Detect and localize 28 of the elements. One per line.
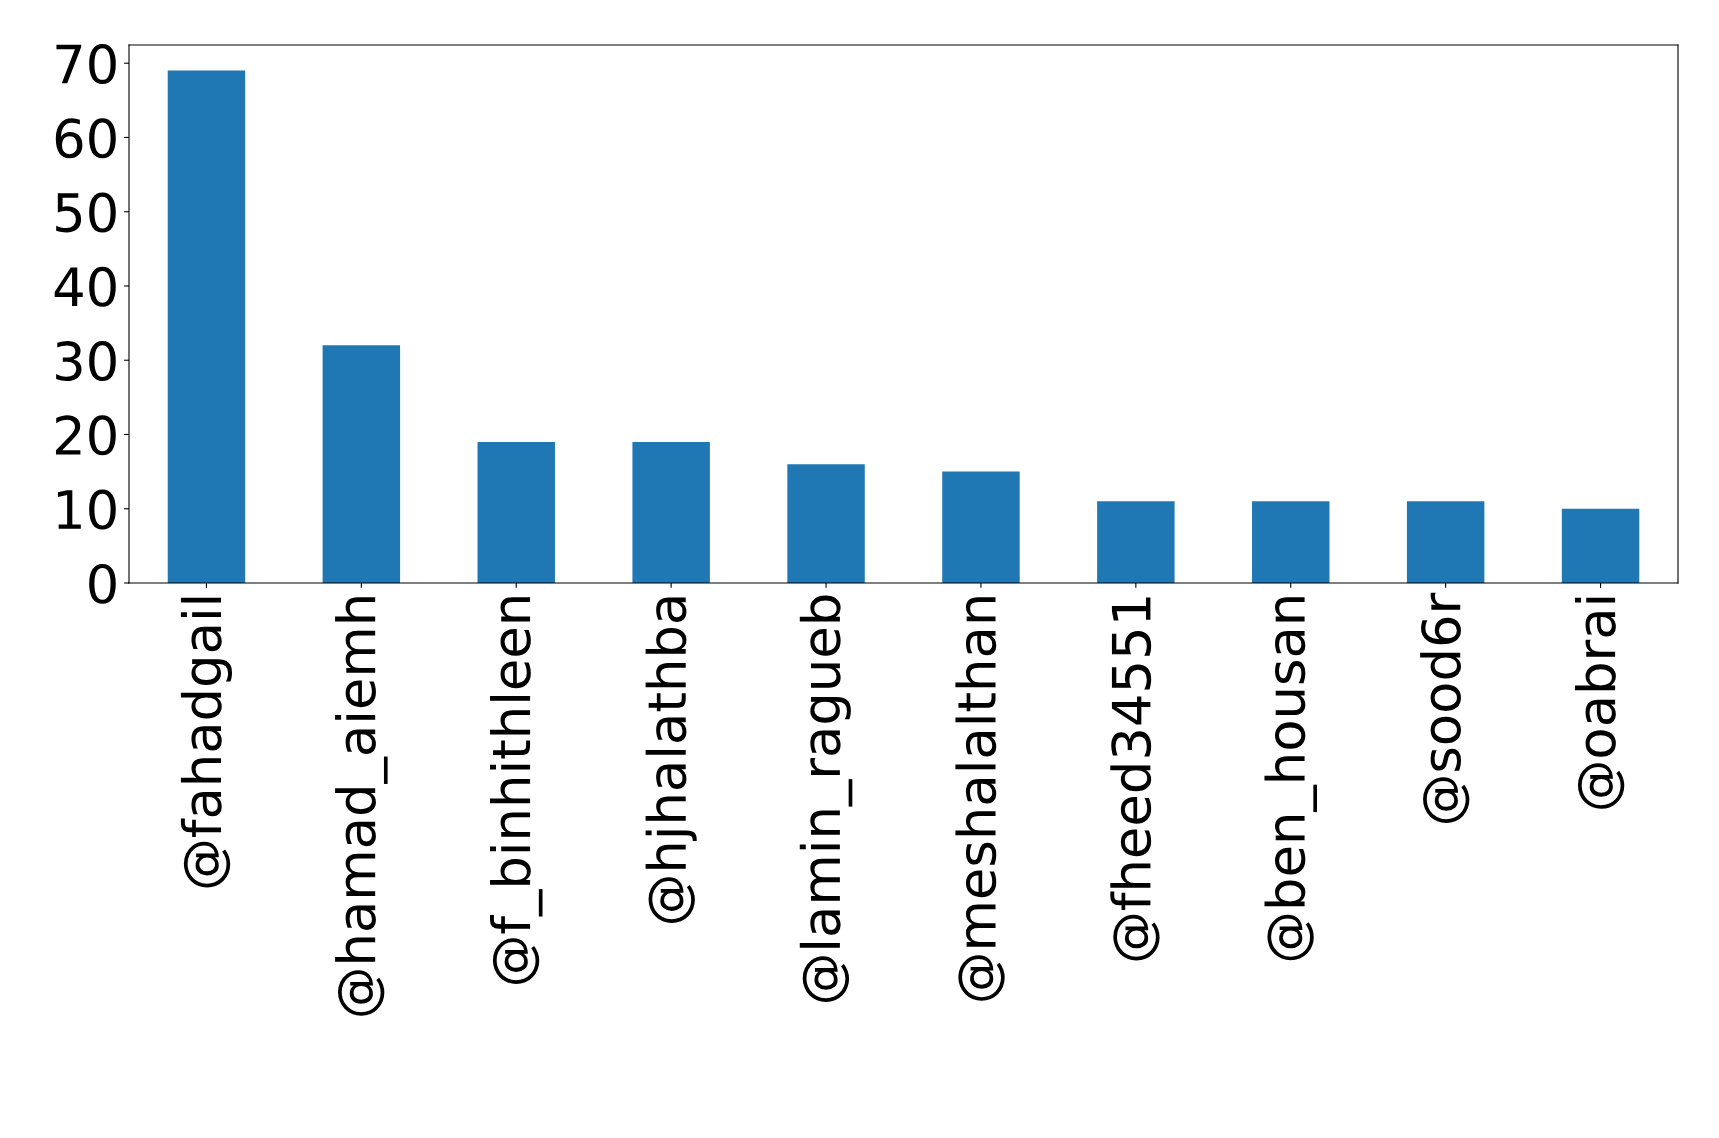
bar	[322, 345, 401, 583]
y-tick-label: 70	[56, 44, 116, 84]
bar	[1561, 508, 1640, 583]
bar	[787, 464, 865, 583]
bar	[1252, 501, 1330, 583]
y-tick-label: 10	[57, 489, 116, 530]
y-tick-label: 50	[56, 192, 116, 233]
x-tick-label: @hjhalathba	[645, 597, 697, 923]
y-tick-label: 60	[55, 118, 116, 159]
y-tick-label: 30	[56, 341, 116, 382]
x-tick-label: @fahadgail	[180, 597, 232, 888]
x-tick-label: @hamad_aiemh	[335, 597, 388, 1016]
y-tick-label: 0	[89, 563, 116, 604]
x-tick-label: @ben_housan	[1264, 597, 1318, 961]
y-tick-label: 40	[54, 266, 116, 307]
x-tick-label: @fheed34551	[1110, 597, 1160, 961]
bar	[167, 70, 246, 583]
bar	[942, 471, 1020, 583]
bar	[477, 441, 555, 583]
bar	[632, 441, 710, 583]
x-tick-label: @f_binhithleen	[489, 597, 543, 984]
y-tick-label: 20	[55, 415, 116, 456]
x-tick-label: @sood6r	[1420, 592, 1470, 823]
x-tick-label: @oabrai	[1575, 597, 1625, 809]
bar	[1406, 501, 1485, 583]
x-tick-label: @meshalalthan	[955, 597, 1005, 1001]
x-tick-label: @lamin_ragueb	[799, 595, 853, 1002]
bar	[1097, 501, 1175, 583]
